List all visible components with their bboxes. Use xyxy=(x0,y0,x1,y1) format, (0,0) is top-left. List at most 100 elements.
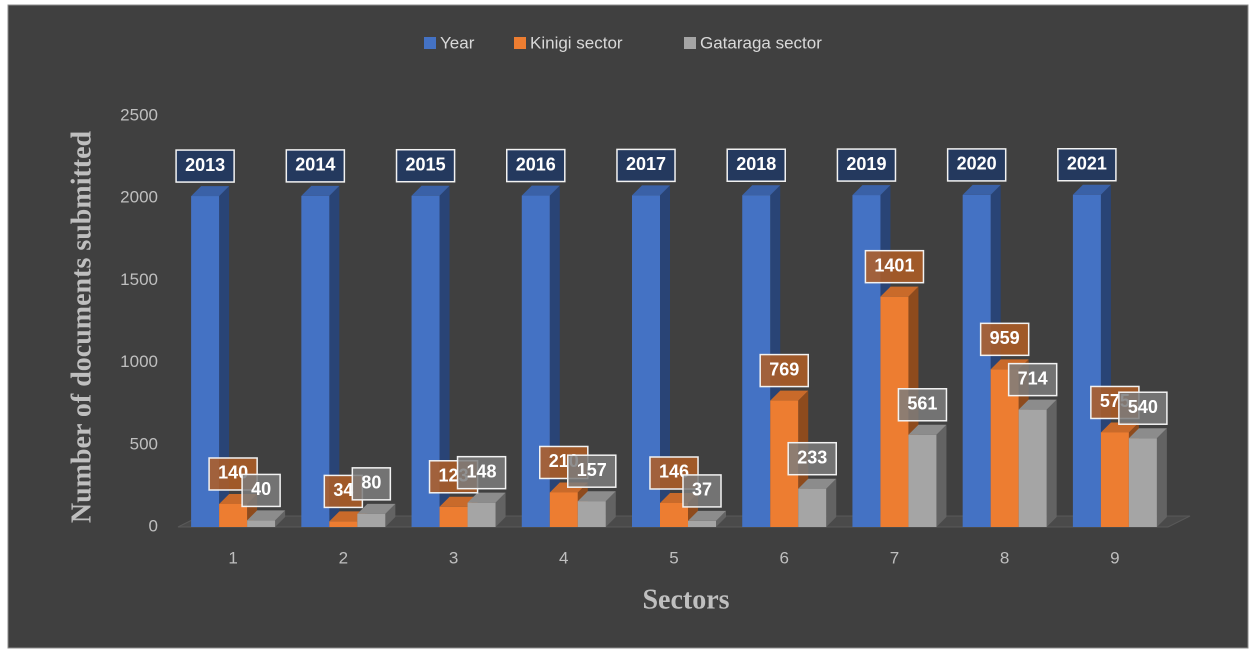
bar xyxy=(357,513,386,527)
x-tick-label: 3 xyxy=(449,548,458,567)
bar xyxy=(852,195,881,527)
y-tick-label: 1000 xyxy=(120,352,158,371)
bar-side xyxy=(219,186,230,527)
data-label-box xyxy=(456,455,507,490)
data-label-box xyxy=(285,149,346,183)
bar-side xyxy=(936,424,947,527)
bar xyxy=(1018,409,1047,527)
data-label-box xyxy=(1007,362,1058,397)
data-label-box xyxy=(979,322,1030,357)
legend-swatch xyxy=(684,37,696,49)
legend-label: Kinigi sector xyxy=(530,33,623,52)
bar-top xyxy=(411,185,450,196)
data-label-box xyxy=(616,148,676,183)
bar xyxy=(1072,194,1101,527)
data-label: 233 xyxy=(797,447,827,467)
data-label: 2020 xyxy=(957,154,997,174)
data-label-box xyxy=(726,148,786,182)
data-label: 157 xyxy=(577,460,607,480)
bar-top xyxy=(467,492,506,503)
data-label-box xyxy=(567,454,617,488)
bar-side xyxy=(329,185,340,527)
bar-side xyxy=(275,510,286,527)
bar xyxy=(1100,432,1129,527)
bar-side xyxy=(549,185,560,528)
data-label: 2014 xyxy=(295,155,335,175)
data-label: 1401 xyxy=(874,255,914,275)
x-axis-title: Sectors xyxy=(642,584,729,615)
data-label: 146 xyxy=(659,462,689,482)
legend-label: Year xyxy=(440,33,475,52)
bar-top xyxy=(357,503,396,514)
y-tick-label: 1500 xyxy=(120,270,158,289)
x-tick-label: 2 xyxy=(339,548,348,567)
x-tick-label: 9 xyxy=(1110,548,1119,567)
bar-top xyxy=(577,491,616,502)
legend-swatch xyxy=(514,37,526,49)
data-label: 2015 xyxy=(406,154,446,174)
data-label: 2013 xyxy=(185,155,225,175)
data-label: 34 xyxy=(333,480,353,500)
bar-top xyxy=(191,186,230,197)
bar-top xyxy=(962,184,1001,195)
bar-top xyxy=(521,185,560,196)
data-label-box xyxy=(351,467,392,501)
bar xyxy=(219,503,248,527)
bar-top xyxy=(852,185,891,196)
bar-top xyxy=(770,390,809,401)
data-label: 148 xyxy=(467,461,497,481)
y-tick-label: 2500 xyxy=(120,105,158,124)
data-label: 540 xyxy=(1128,397,1158,417)
bar xyxy=(908,434,937,527)
data-label-box xyxy=(506,148,566,183)
bar xyxy=(439,506,468,527)
data-label: 140 xyxy=(218,463,248,483)
data-label: 2016 xyxy=(516,154,556,174)
bar-side xyxy=(605,491,616,527)
x-tick-label: 7 xyxy=(890,548,899,567)
data-label-box xyxy=(395,148,456,183)
bar xyxy=(467,502,496,527)
bar-top xyxy=(1128,428,1167,439)
x-tick-label: 6 xyxy=(779,548,788,567)
bar xyxy=(798,488,827,527)
x-tick-label: 8 xyxy=(1000,548,1009,567)
bar-top xyxy=(688,510,726,521)
bar xyxy=(962,194,991,528)
data-label: 959 xyxy=(990,328,1020,348)
data-label-box xyxy=(241,473,281,508)
data-label-box xyxy=(897,388,948,422)
bar xyxy=(1128,438,1157,527)
bar-top xyxy=(247,510,286,521)
data-label: 769 xyxy=(769,359,799,379)
data-label-box xyxy=(946,148,1007,182)
data-label-box xyxy=(175,149,235,183)
bar-side xyxy=(495,492,506,527)
data-label: 40 xyxy=(251,479,271,499)
data-label: 561 xyxy=(907,394,937,414)
data-label: 2017 xyxy=(626,154,666,174)
data-label: 714 xyxy=(1018,368,1048,388)
bar-top xyxy=(798,478,837,489)
bar xyxy=(329,521,358,527)
data-label: 2018 xyxy=(736,154,776,174)
bar-top xyxy=(742,185,781,196)
data-label-box xyxy=(864,249,925,284)
x-tick-label: 4 xyxy=(559,548,568,567)
bar xyxy=(247,520,276,527)
bar xyxy=(577,501,606,527)
bar-top xyxy=(1018,399,1057,410)
data-label: 37 xyxy=(692,480,712,500)
legend-label: Gataraga sector xyxy=(700,33,822,52)
data-label-box xyxy=(759,353,809,388)
data-label: 80 xyxy=(361,473,381,493)
data-label-box xyxy=(787,441,837,476)
y-tick-label: 500 xyxy=(130,434,158,453)
bar xyxy=(301,195,330,527)
bar-side xyxy=(716,510,726,527)
bar-side xyxy=(385,503,396,527)
bar-side xyxy=(660,185,670,527)
legend-swatch xyxy=(424,37,436,49)
bar-top xyxy=(632,185,670,196)
